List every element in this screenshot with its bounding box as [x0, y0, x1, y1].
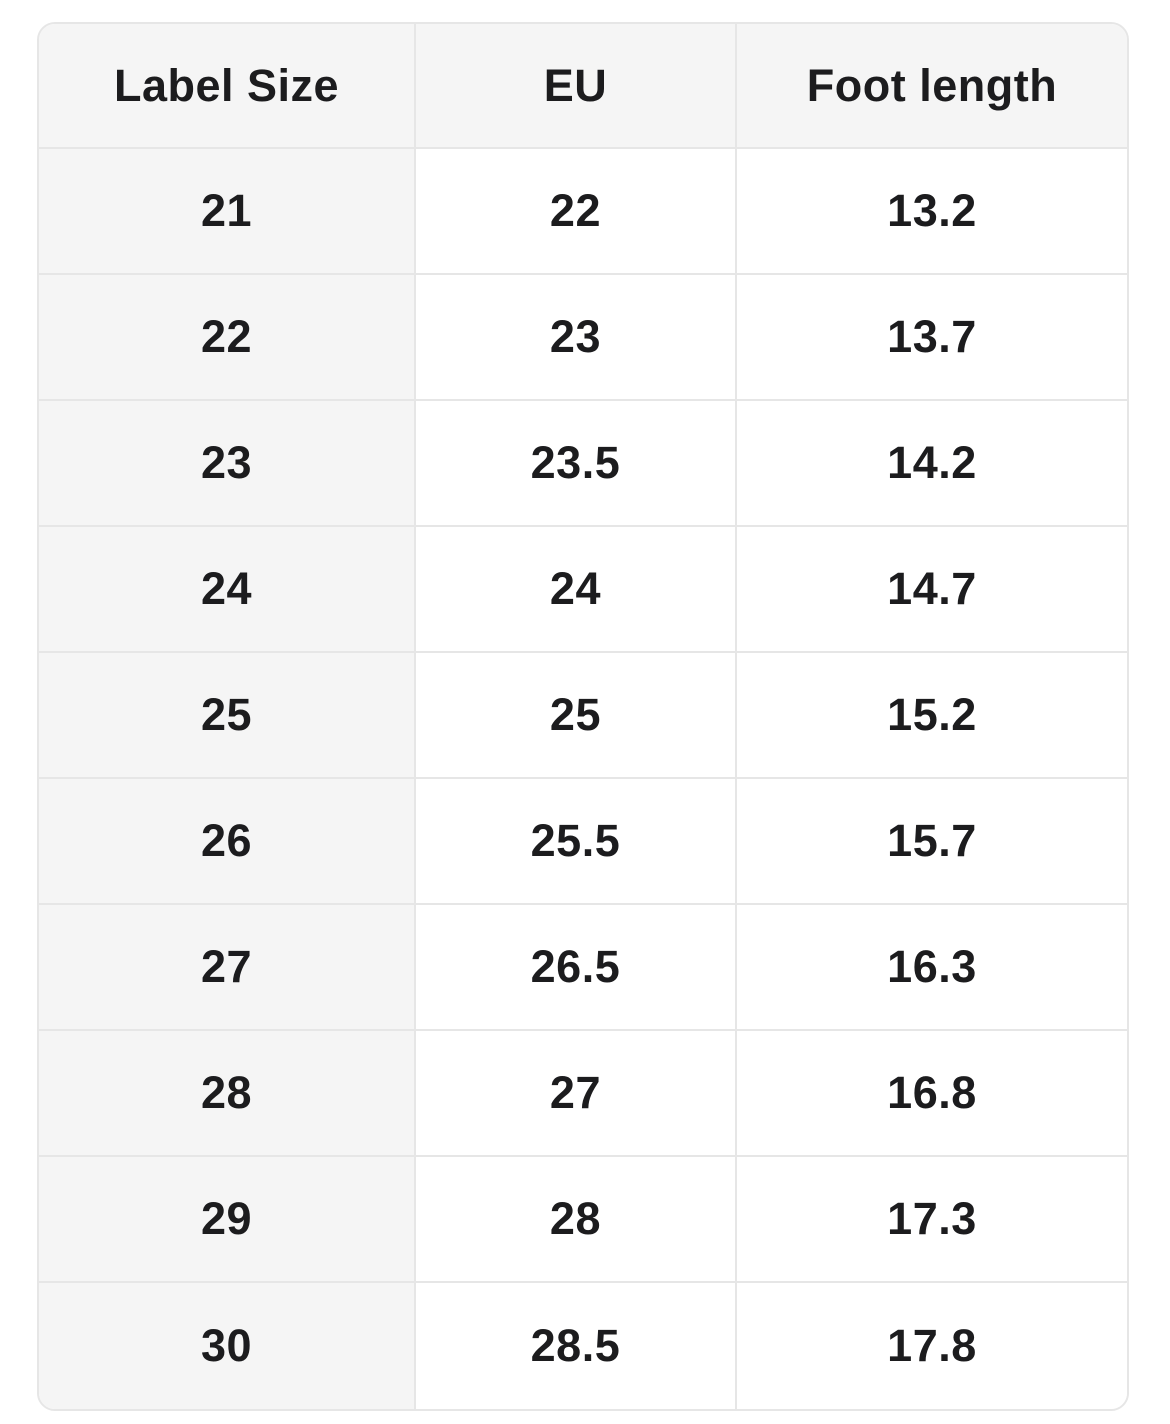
cell-label-size: 26 — [39, 779, 416, 905]
cell-eu: 24 — [415, 527, 737, 653]
cell-eu: 28 — [415, 1157, 737, 1283]
cell-label-size: 29 — [39, 1157, 416, 1283]
table-row: 24 24 14.7 — [39, 527, 1127, 653]
cell-label-size: 21 — [39, 149, 416, 275]
header-label-size: Label Size — [39, 24, 416, 149]
cell-eu: 26.5 — [415, 905, 737, 1031]
table-row: 25 25 15.2 — [39, 653, 1127, 779]
table-row: 22 23 13.7 — [39, 275, 1127, 401]
table-row: 27 26.5 16.3 — [39, 905, 1127, 1031]
cell-foot-length: 16.8 — [736, 1031, 1127, 1157]
header-foot-length: Foot length — [736, 24, 1127, 149]
cell-eu: 23 — [415, 275, 737, 401]
cell-foot-length: 13.7 — [736, 275, 1127, 401]
size-chart-card: Label Size EU Foot length 21 22 13.2 22 … — [37, 22, 1129, 1411]
cell-label-size: 28 — [39, 1031, 416, 1157]
table-header: Label Size EU Foot length — [39, 24, 1127, 149]
size-chart-table: Label Size EU Foot length 21 22 13.2 22 … — [39, 24, 1127, 1409]
cell-eu: 25.5 — [415, 779, 737, 905]
cell-label-size: 30 — [39, 1283, 416, 1409]
cell-foot-length: 14.7 — [736, 527, 1127, 653]
table-row: 29 28 17.3 — [39, 1157, 1127, 1283]
cell-foot-length: 15.7 — [736, 779, 1127, 905]
table-row: 23 23.5 14.2 — [39, 401, 1127, 527]
header-eu: EU — [415, 24, 737, 149]
cell-eu: 27 — [415, 1031, 737, 1157]
header-row: Label Size EU Foot length — [39, 24, 1127, 149]
cell-label-size: 25 — [39, 653, 416, 779]
cell-foot-length: 17.8 — [736, 1283, 1127, 1409]
cell-foot-length: 16.3 — [736, 905, 1127, 1031]
cell-label-size: 27 — [39, 905, 416, 1031]
table-row: 21 22 13.2 — [39, 149, 1127, 275]
cell-label-size: 23 — [39, 401, 416, 527]
cell-label-size: 22 — [39, 275, 416, 401]
cell-label-size: 24 — [39, 527, 416, 653]
cell-eu: 23.5 — [415, 401, 737, 527]
table-row: 26 25.5 15.7 — [39, 779, 1127, 905]
cell-eu: 28.5 — [415, 1283, 737, 1409]
cell-eu: 22 — [415, 149, 737, 275]
table-row: 28 27 16.8 — [39, 1031, 1127, 1157]
cell-foot-length: 13.2 — [736, 149, 1127, 275]
table-body: 21 22 13.2 22 23 13.7 23 23.5 14.2 24 24… — [39, 149, 1127, 1409]
table-row: 30 28.5 17.8 — [39, 1283, 1127, 1409]
cell-foot-length: 15.2 — [736, 653, 1127, 779]
cell-foot-length: 17.3 — [736, 1157, 1127, 1283]
cell-eu: 25 — [415, 653, 737, 779]
cell-foot-length: 14.2 — [736, 401, 1127, 527]
